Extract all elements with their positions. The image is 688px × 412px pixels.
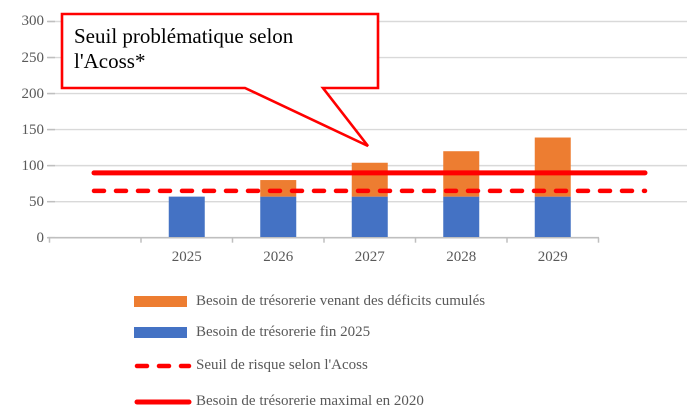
y-axis-label: 50 — [29, 193, 44, 210]
y-axis-label: 100 — [21, 157, 45, 174]
legend-item: Besoin de trésorerie fin 2025 — [134, 324, 485, 340]
legend-swatch-bar — [134, 327, 192, 338]
bar-segment-2028 — [443, 196, 480, 237]
bar-segment-2026 — [260, 180, 297, 197]
legend-label: Besoin de trésorerie venant des déficits… — [196, 293, 486, 309]
x-axis-label: 2027 — [354, 249, 385, 265]
legend-swatch-line — [134, 399, 192, 404]
legend-item: Besoin de trésorerie maximal en 2020 — [134, 393, 485, 409]
legend-swatch-solid-line — [134, 398, 192, 406]
legend-item: Seuil de risque selon l'Acoss — [134, 357, 485, 373]
callout-bubble — [60, 12, 380, 148]
legend-item: Besoin de trésorerie venant des déficits… — [134, 293, 486, 309]
bar-segment-2029 — [534, 137, 571, 197]
x-axis-label: 2029 — [537, 249, 568, 265]
legend-swatch-bar — [134, 296, 192, 307]
y-axis-label: 150 — [21, 121, 45, 138]
x-axis-label: 2028 — [446, 249, 477, 265]
y-axis-label: 250 — [21, 49, 45, 66]
callout-text: Seuil problématique selon l'Acoss* — [74, 24, 294, 73]
legend-label: Besoin de trésorerie fin 2025 — [196, 324, 371, 340]
y-axis-label: 200 — [21, 85, 45, 102]
x-axis-label: 2026 — [263, 249, 294, 265]
legend-swatch-dashed-line — [134, 362, 192, 370]
x-axis-label: 2025 — [171, 249, 202, 265]
legend: Besoin de trésorerie venant des déficits… — [134, 293, 486, 409]
legend-swatch-color — [134, 327, 187, 338]
legend-label: Besoin de trésorerie maximal en 2020 — [196, 393, 424, 409]
bar-segment-2027 — [351, 196, 388, 237]
y-axis-label: 300 — [21, 13, 45, 30]
bar-segment-2026 — [260, 196, 297, 237]
legend-label: Seuil de risque selon l'Acoss — [196, 357, 368, 373]
bar-segment-2029 — [534, 196, 571, 237]
bar-segment-2025 — [168, 196, 205, 237]
y-axis-label: 0 — [36, 229, 45, 246]
legend-swatch-line — [134, 363, 192, 368]
legend-swatch-color — [134, 296, 187, 307]
